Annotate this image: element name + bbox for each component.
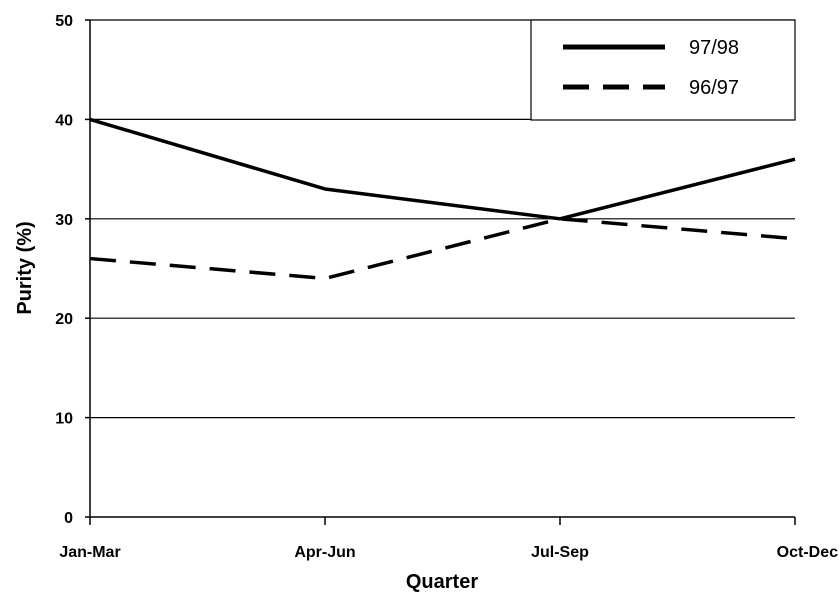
series-lines	[89, 117, 796, 281]
x-tick-labels: Jan-Mar Apr-Jun Jul-Sep Oct-Dec	[59, 517, 838, 561]
y-tick-label: 40	[55, 112, 73, 129]
y-tick-label: 30	[55, 212, 73, 229]
axes	[89, 20, 795, 518]
y-tick-label: 50	[55, 13, 73, 30]
legend-box	[530, 19, 796, 121]
y-tick-label: 0	[64, 510, 73, 527]
legend-label: 96/97	[689, 77, 739, 99]
x-tick-label: Jul-Sep	[531, 544, 589, 561]
x-tick-label: Apr-Jun	[294, 544, 355, 561]
series-line-0	[89, 117, 796, 221]
y-tick-labels: 0 10 20 30 40 50	[55, 13, 90, 527]
x-axis-title: Quarter	[406, 571, 478, 593]
legend-label: 97/98	[689, 37, 739, 59]
y-tick-label: 20	[55, 311, 73, 328]
legend: 97/98 96/97	[530, 19, 796, 121]
x-tick-label: Oct-Dec	[777, 544, 838, 561]
y-axis-title: Purity (%)	[14, 221, 36, 314]
series-line-1	[89, 217, 796, 281]
y-tick-label: 10	[55, 411, 73, 428]
x-tick-label: Jan-Mar	[59, 544, 120, 561]
